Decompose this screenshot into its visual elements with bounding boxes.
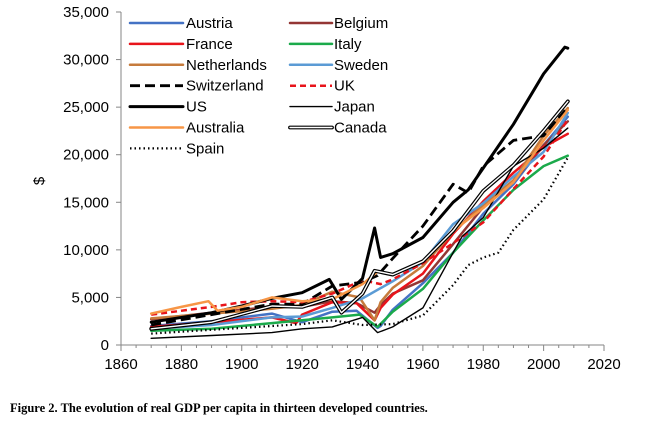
legend-label-france: France bbox=[186, 36, 233, 53]
x-tick-label: 1880 bbox=[165, 356, 198, 373]
legend-item-us: US bbox=[128, 99, 207, 116]
legend-item-belgium: Belgium bbox=[288, 15, 388, 32]
y-tick-label: 15,000 bbox=[63, 194, 109, 211]
series-line-spain bbox=[151, 157, 569, 335]
legend-item-australia: Australia bbox=[128, 120, 245, 137]
y-tick-label: 25,000 bbox=[63, 99, 109, 116]
x-tick-label: 1860 bbox=[104, 356, 137, 373]
series-line-uk bbox=[151, 118, 569, 316]
x-tick-label: 1940 bbox=[346, 356, 379, 373]
series-line-australia bbox=[149, 108, 570, 315]
x-tick-label: 2020 bbox=[587, 356, 620, 373]
axes: 0 5,000 10,000 15,000 20,000 25,000 30,000 35,0… bbox=[63, 4, 621, 373]
legend-label-netherlands: Netherlands bbox=[186, 57, 267, 74]
legend-item-netherlands: Netherlands bbox=[128, 57, 267, 74]
legend-item-france: France bbox=[128, 36, 233, 53]
legend-label-belgium: Belgium bbox=[334, 15, 388, 32]
legend: Austria Belgium France Italy Netherlands Swed… bbox=[128, 15, 388, 157]
y-tick-label: 20,000 bbox=[63, 147, 109, 164]
legend-label-us: US bbox=[186, 99, 207, 116]
legend-label-switzerland: Switzerland bbox=[186, 78, 264, 95]
line-chart: 0 5,000 10,000 15,000 20,000 25,000 30,000 35,0… bbox=[31, 4, 621, 373]
y-tick-label: 5,000 bbox=[71, 289, 109, 306]
legend-item-canada: Canada bbox=[288, 120, 387, 137]
y-tick-label: 35,000 bbox=[63, 4, 109, 21]
legend-label-canada: Canada bbox=[334, 120, 387, 137]
legend-item-italy: Italy bbox=[288, 36, 362, 53]
y-axis-label: $ bbox=[31, 176, 48, 185]
series-layer bbox=[149, 45, 570, 339]
x-tick-label: 2000 bbox=[527, 356, 560, 373]
x-tick-label: 1960 bbox=[406, 356, 439, 373]
series-line-sweden bbox=[149, 111, 570, 331]
legend-label-austria: Austria bbox=[186, 15, 233, 32]
legend-label-sweden: Sweden bbox=[334, 57, 388, 74]
series-line-switzerland bbox=[150, 106, 569, 327]
y-tick-label: 30,000 bbox=[63, 52, 109, 69]
legend-label-australia: Australia bbox=[186, 120, 245, 137]
y-tick-label: 0 bbox=[101, 337, 109, 354]
series-line-japan bbox=[150, 127, 569, 339]
legend-label-japan: Japan bbox=[334, 99, 375, 116]
x-tick-label: 1980 bbox=[467, 356, 500, 373]
x-tick-label: 1900 bbox=[225, 356, 258, 373]
legend-item-spain: Spain bbox=[130, 140, 224, 157]
legend-item-uk: UK bbox=[290, 78, 355, 95]
legend-label-italy: Italy bbox=[334, 36, 362, 53]
series-line-canada bbox=[150, 100, 569, 330]
figure-caption: Figure 2. The evolution of real GDP per … bbox=[10, 401, 428, 415]
legend-item-switzerland: Switzerland bbox=[130, 78, 264, 95]
legend-label-uk: UK bbox=[334, 78, 355, 95]
x-tick-label: 1920 bbox=[285, 356, 318, 373]
legend-item-sweden: Sweden bbox=[288, 57, 388, 74]
legend-label-spain: Spain bbox=[186, 140, 224, 157]
y-tick-label: 10,000 bbox=[63, 242, 109, 259]
legend-item-austria: Austria bbox=[128, 15, 233, 32]
legend-item-japan: Japan bbox=[289, 99, 375, 116]
